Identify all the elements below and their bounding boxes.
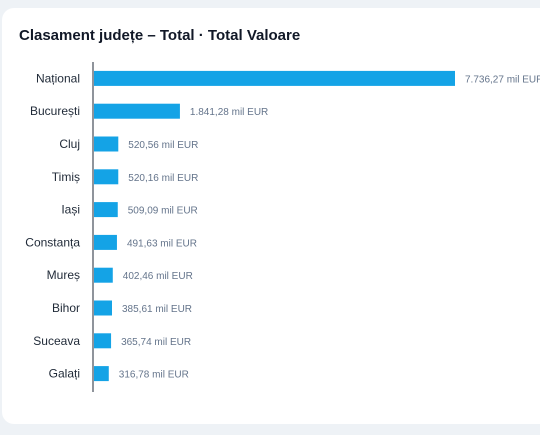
category-label: Timiș <box>52 170 80 184</box>
category-label: Bihor <box>52 301 80 315</box>
value-label: 316,78 mil EUR <box>119 370 189 381</box>
value-label: 509,09 mil EUR <box>128 206 198 217</box>
category-label: Galați <box>49 367 80 381</box>
value-label: 385,61 mil EUR <box>122 304 192 315</box>
bar[interactable] <box>94 366 109 382</box>
bar[interactable] <box>94 300 112 316</box>
bar[interactable] <box>94 70 455 86</box>
value-label: 520,16 mil EUR <box>128 173 198 184</box>
value-label: 520,56 mil EUR <box>128 140 198 151</box>
category-label: Iași <box>61 203 80 217</box>
value-label: 402,46 mil EUR <box>123 271 193 282</box>
category-label: Constanța <box>25 235 80 249</box>
category-label: Național <box>36 71 80 85</box>
bar[interactable] <box>94 202 118 218</box>
bar[interactable] <box>94 267 113 283</box>
value-label: 365,74 mil EUR <box>121 337 191 348</box>
bar[interactable] <box>94 169 119 185</box>
value-label: 1.841,28 mil EUR <box>190 107 268 118</box>
value-label: 491,63 mil EUR <box>127 238 197 249</box>
bar[interactable] <box>94 136 119 152</box>
chart-title: Clasament județe – Total · Total Valoare <box>19 27 301 44</box>
category-label: București <box>30 104 80 118</box>
bar[interactable] <box>94 103 180 119</box>
bar[interactable] <box>94 333 112 349</box>
value-label: 7.736,27 mil EUR <box>465 74 540 85</box>
category-label: Mureș <box>47 268 80 282</box>
bar[interactable] <box>94 234 117 250</box>
category-label: Suceava <box>33 334 80 348</box>
category-label: Cluj <box>59 137 80 151</box>
